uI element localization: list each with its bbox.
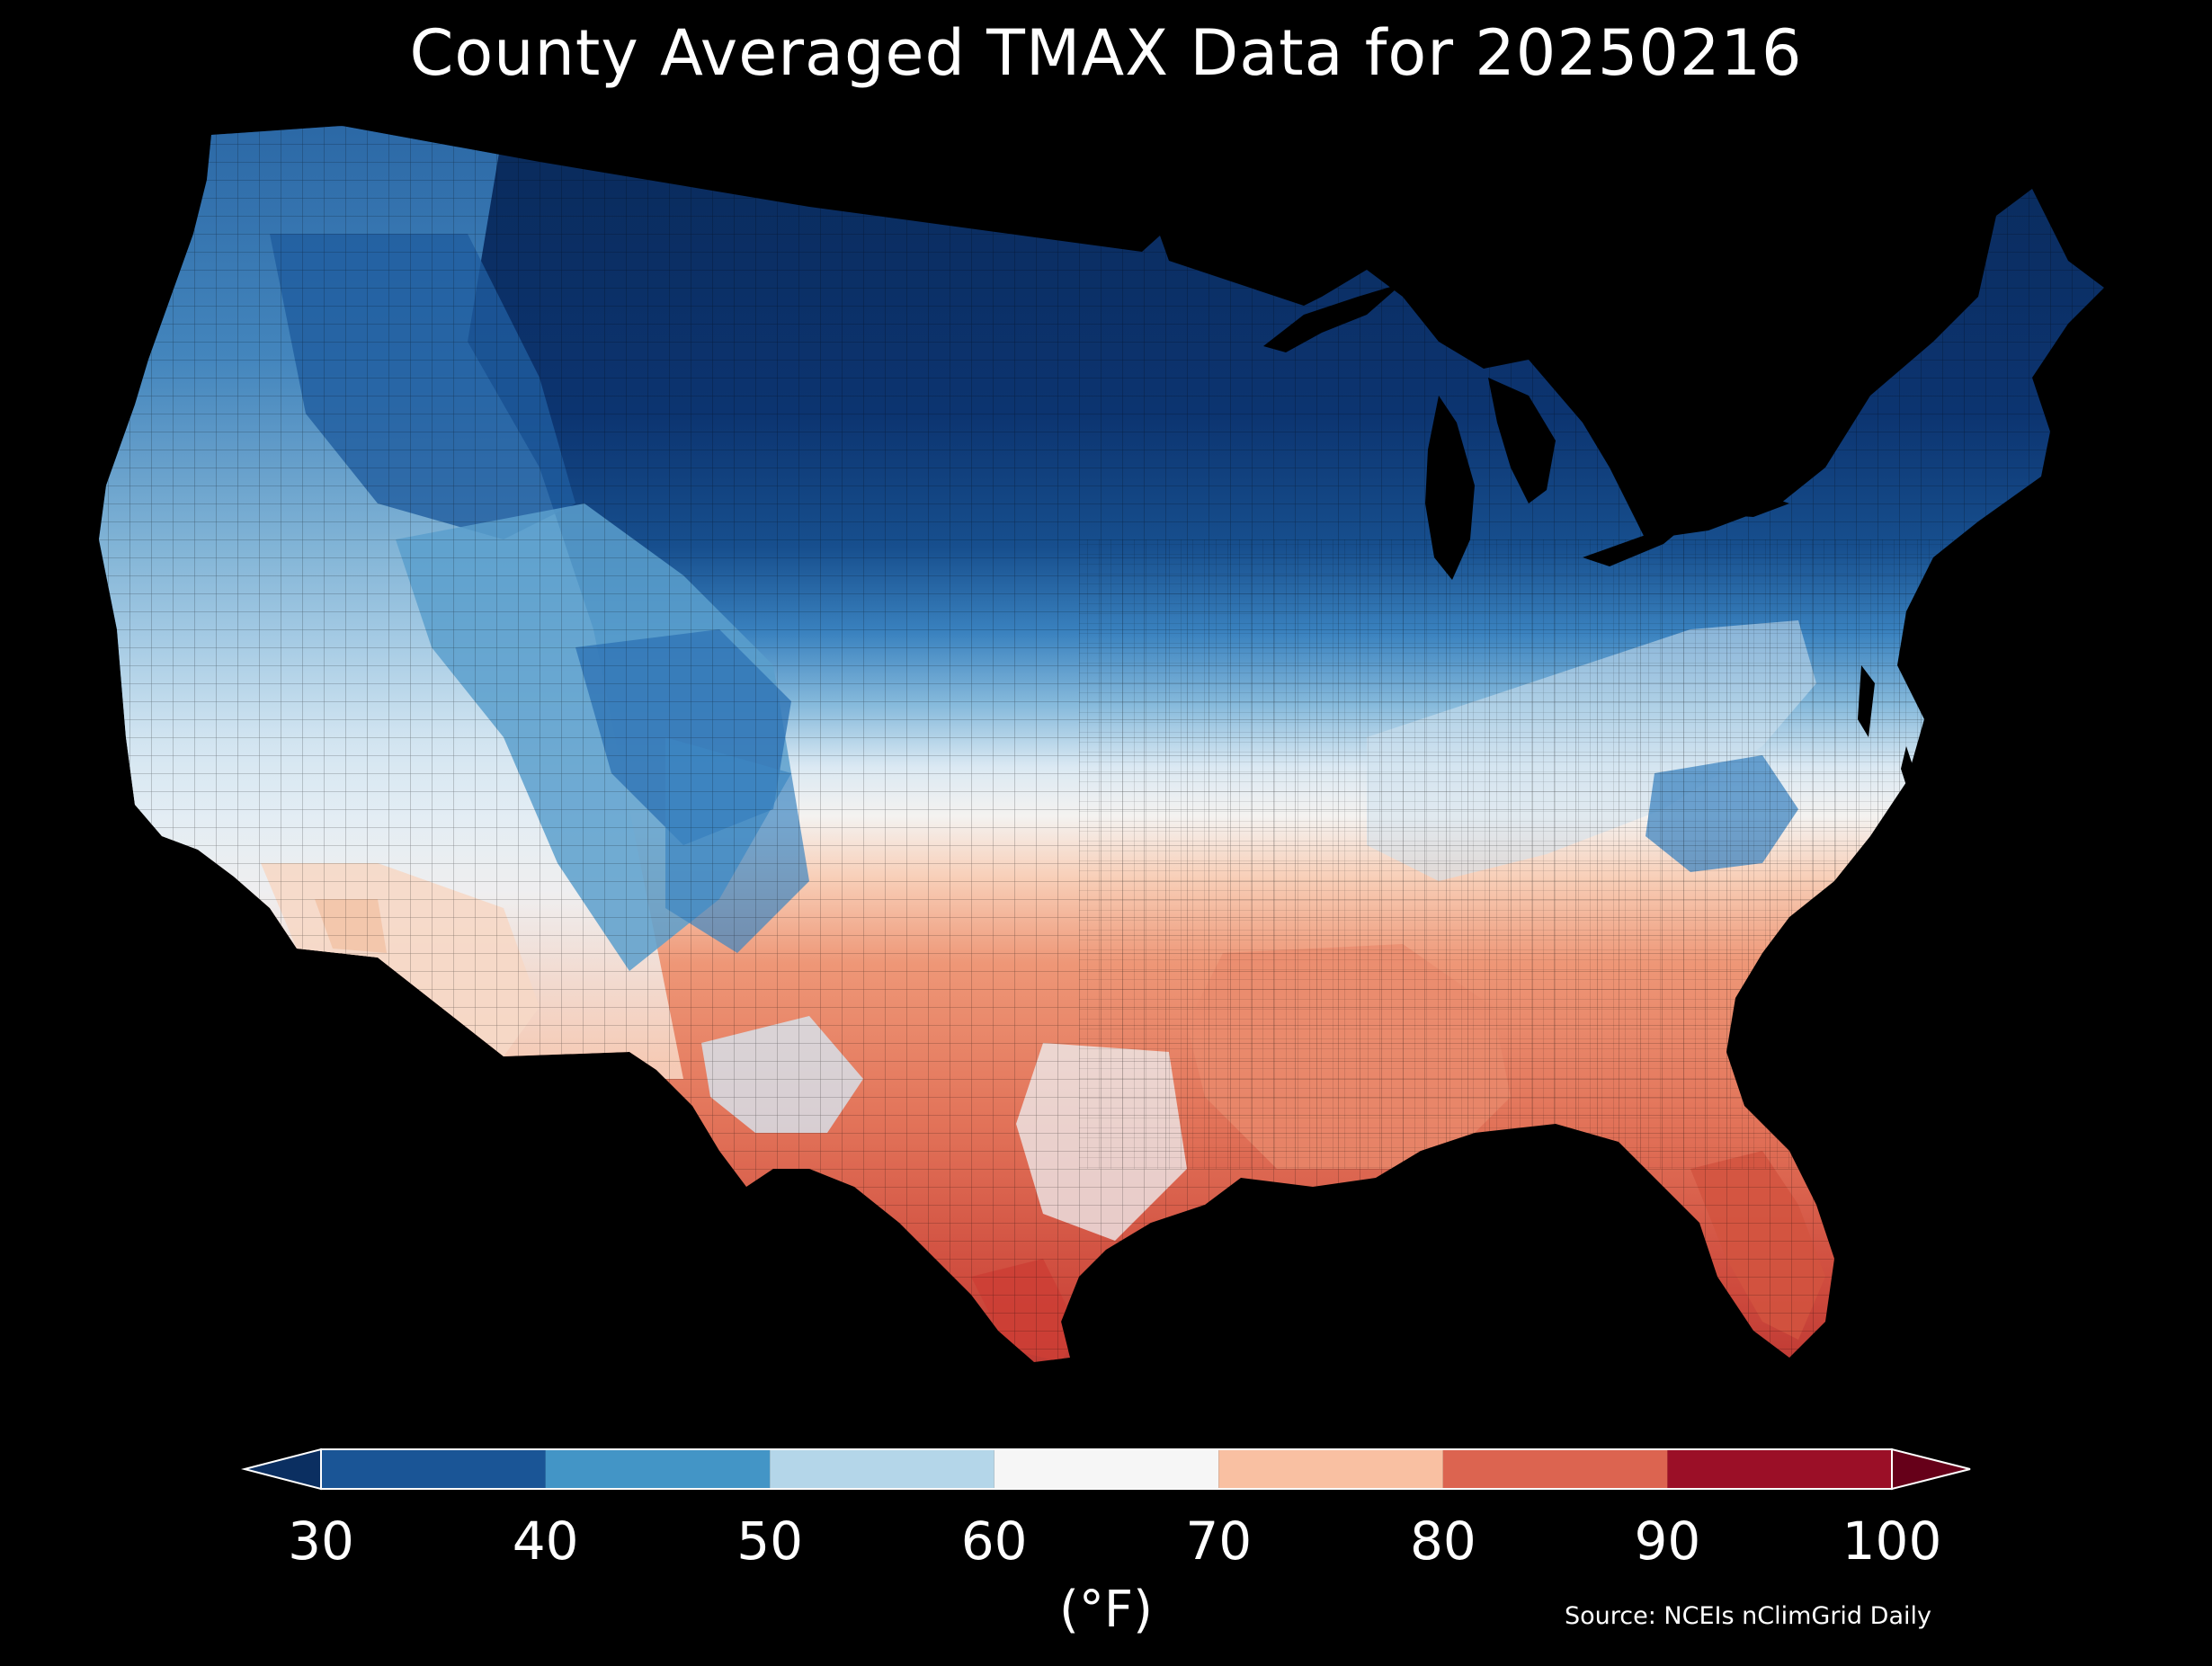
- colorbar-bin-70-80: [1218, 1449, 1443, 1489]
- colorbar-tick-80: 80: [1409, 1510, 1476, 1572]
- coastal-water: [1858, 665, 1915, 791]
- colorbar-bin-30-40: [321, 1449, 546, 1489]
- colorbar-tick-50: 50: [736, 1510, 803, 1572]
- colorbar-over-arrow: [1891, 1448, 1971, 1491]
- colorbar-under-arrow: [241, 1448, 322, 1491]
- colorbar-frame: [320, 1448, 1893, 1490]
- colorbar-unit-label: (°F): [1059, 1581, 1153, 1639]
- colorbar-bin-40-50: [545, 1449, 771, 1489]
- colorbar-tick-40: 40: [512, 1510, 579, 1572]
- colorbar-tick-90: 90: [1634, 1510, 1701, 1572]
- colorbar-tick-60: 60: [960, 1510, 1028, 1572]
- colorbar-tick-30: 30: [288, 1510, 354, 1572]
- colorbar-tick-70: 70: [1185, 1510, 1253, 1572]
- colorbar-bin-60-70: [994, 1449, 1219, 1489]
- great-lakes: [1263, 283, 1789, 580]
- source-credit: Source: NCEIs nClimGrid Daily: [1565, 1602, 1931, 1630]
- colorbar-tick-100: 100: [1842, 1510, 1942, 1572]
- colorbar-bin-50-60: [770, 1449, 995, 1489]
- colorbar-bin-80-90: [1442, 1449, 1668, 1489]
- colorbar-bin-90-100: [1667, 1449, 1892, 1489]
- map-title: County Averaged TMAX Data for 20250216: [409, 16, 1803, 90]
